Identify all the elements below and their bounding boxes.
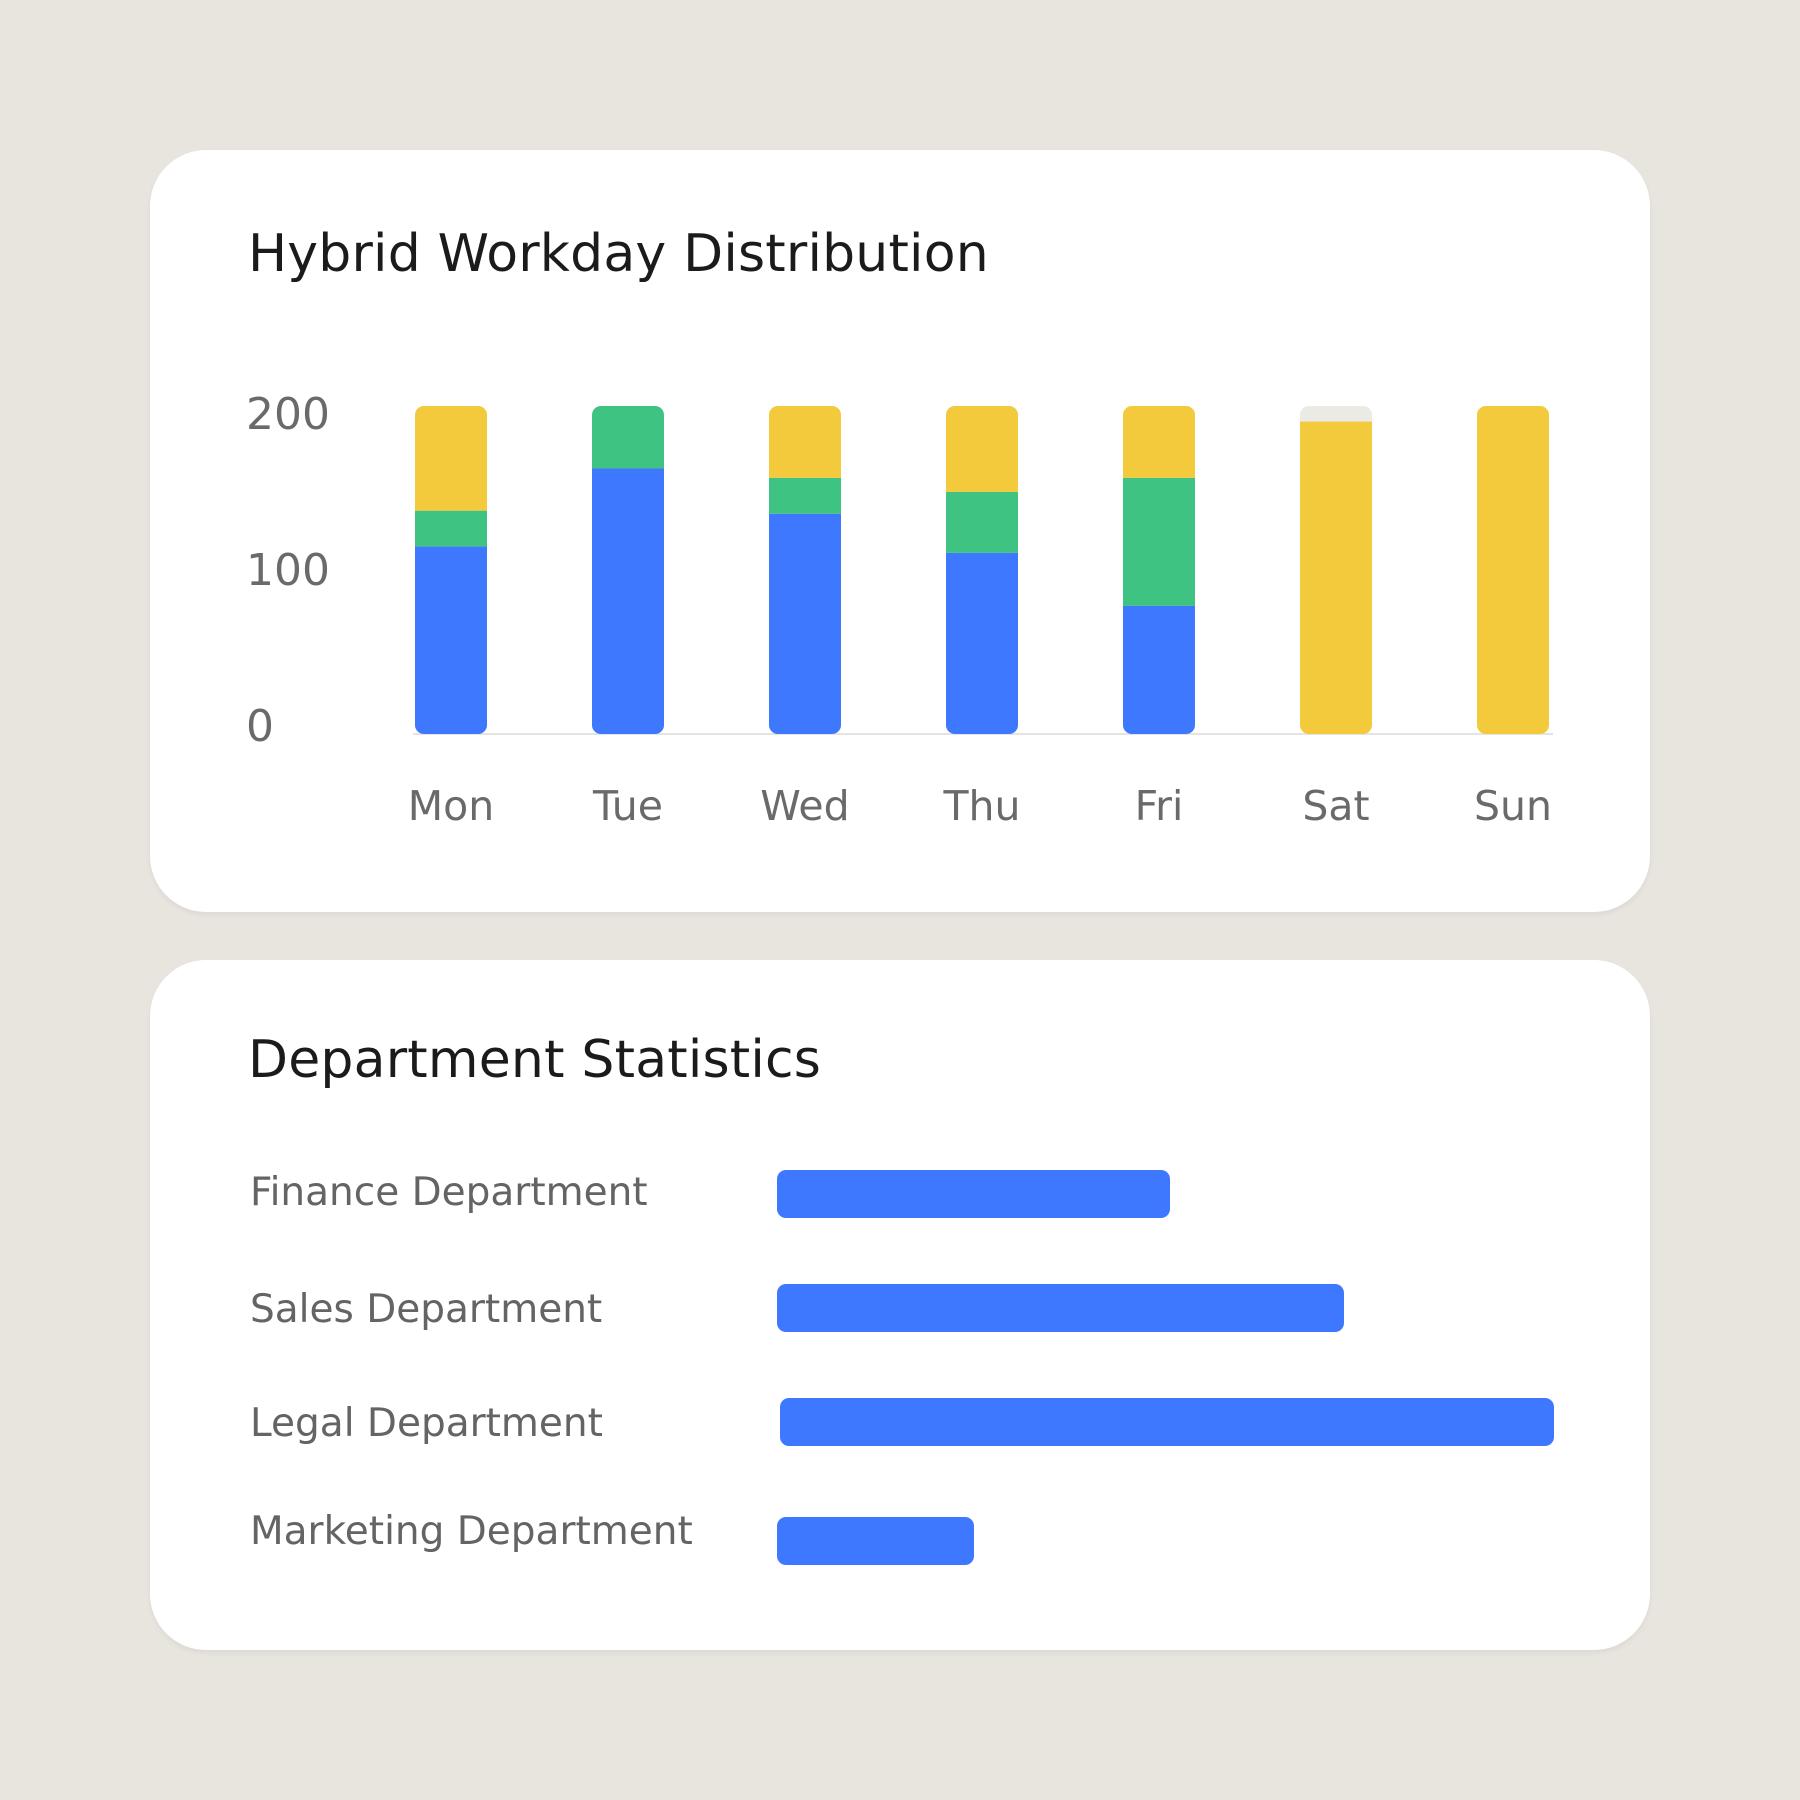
department-label: Marketing Department <box>250 1509 693 1554</box>
bar-stack-sat <box>1300 406 1372 734</box>
bar-stack-wed <box>769 406 841 734</box>
bar-stack-mon <box>415 406 487 734</box>
department-bar <box>777 1517 974 1565</box>
department-label: Legal Department <box>250 1401 603 1446</box>
bar-segment-2 <box>1300 421 1372 734</box>
bar-stack-sun <box>1477 406 1549 734</box>
bar-segment-1 <box>1123 477 1195 606</box>
x-tick-label: Thu <box>942 782 1020 830</box>
bar-segment-2 <box>946 406 1018 492</box>
bar-stack-thu <box>946 406 1018 734</box>
bar-segment-1 <box>592 406 664 469</box>
x-tick-label: Fri <box>1135 782 1184 830</box>
bar-segment-1 <box>415 510 487 547</box>
bar-segment-0 <box>1123 605 1195 734</box>
x-tick-label: Tue <box>592 782 663 830</box>
bar-segment-2 <box>1123 406 1195 478</box>
x-tick-label: Mon <box>408 782 494 830</box>
x-tick-label: Sun <box>1474 782 1552 830</box>
x-tick-label: Wed <box>760 782 849 830</box>
bar-segment-2 <box>415 406 487 511</box>
bar-segment-2 <box>1477 406 1549 734</box>
bar-stack-tue <box>592 406 664 734</box>
department-label: Finance Department <box>250 1170 648 1215</box>
y-tick-label: 200 <box>246 389 330 440</box>
department-label: Sales Department <box>250 1287 603 1332</box>
department-bar <box>780 1398 1554 1446</box>
y-tick-label: 0 <box>246 701 274 752</box>
bar-segment-0 <box>769 513 841 734</box>
bar-segment-1 <box>769 477 841 514</box>
department-bar <box>777 1170 1170 1218</box>
bar-segment-1 <box>946 491 1018 553</box>
bar-segment-0 <box>592 468 664 734</box>
x-tick-label: Sat <box>1302 782 1369 830</box>
bar-segment-0 <box>415 546 487 734</box>
bar-segment-2 <box>769 406 841 478</box>
workday-distribution-card: Hybrid Workday Distribution 200 100 0 Mon Tu… <box>150 150 1650 912</box>
department-stats-title: Department Statistics <box>248 1030 822 1090</box>
workday-stacked-bar-chart: 200 100 0 Mon Tue Wed Thu Fri Sat Sun <box>246 389 1553 830</box>
y-tick-label: 100 <box>246 545 330 596</box>
department-bar <box>777 1284 1344 1332</box>
department-statistics-card: Department Statistics Finance Department… <box>150 960 1650 1650</box>
bar-segment-0 <box>946 552 1018 734</box>
bar-stack-fri <box>1123 406 1195 734</box>
workday-chart-title: Hybrid Workday Distribution <box>248 224 989 284</box>
